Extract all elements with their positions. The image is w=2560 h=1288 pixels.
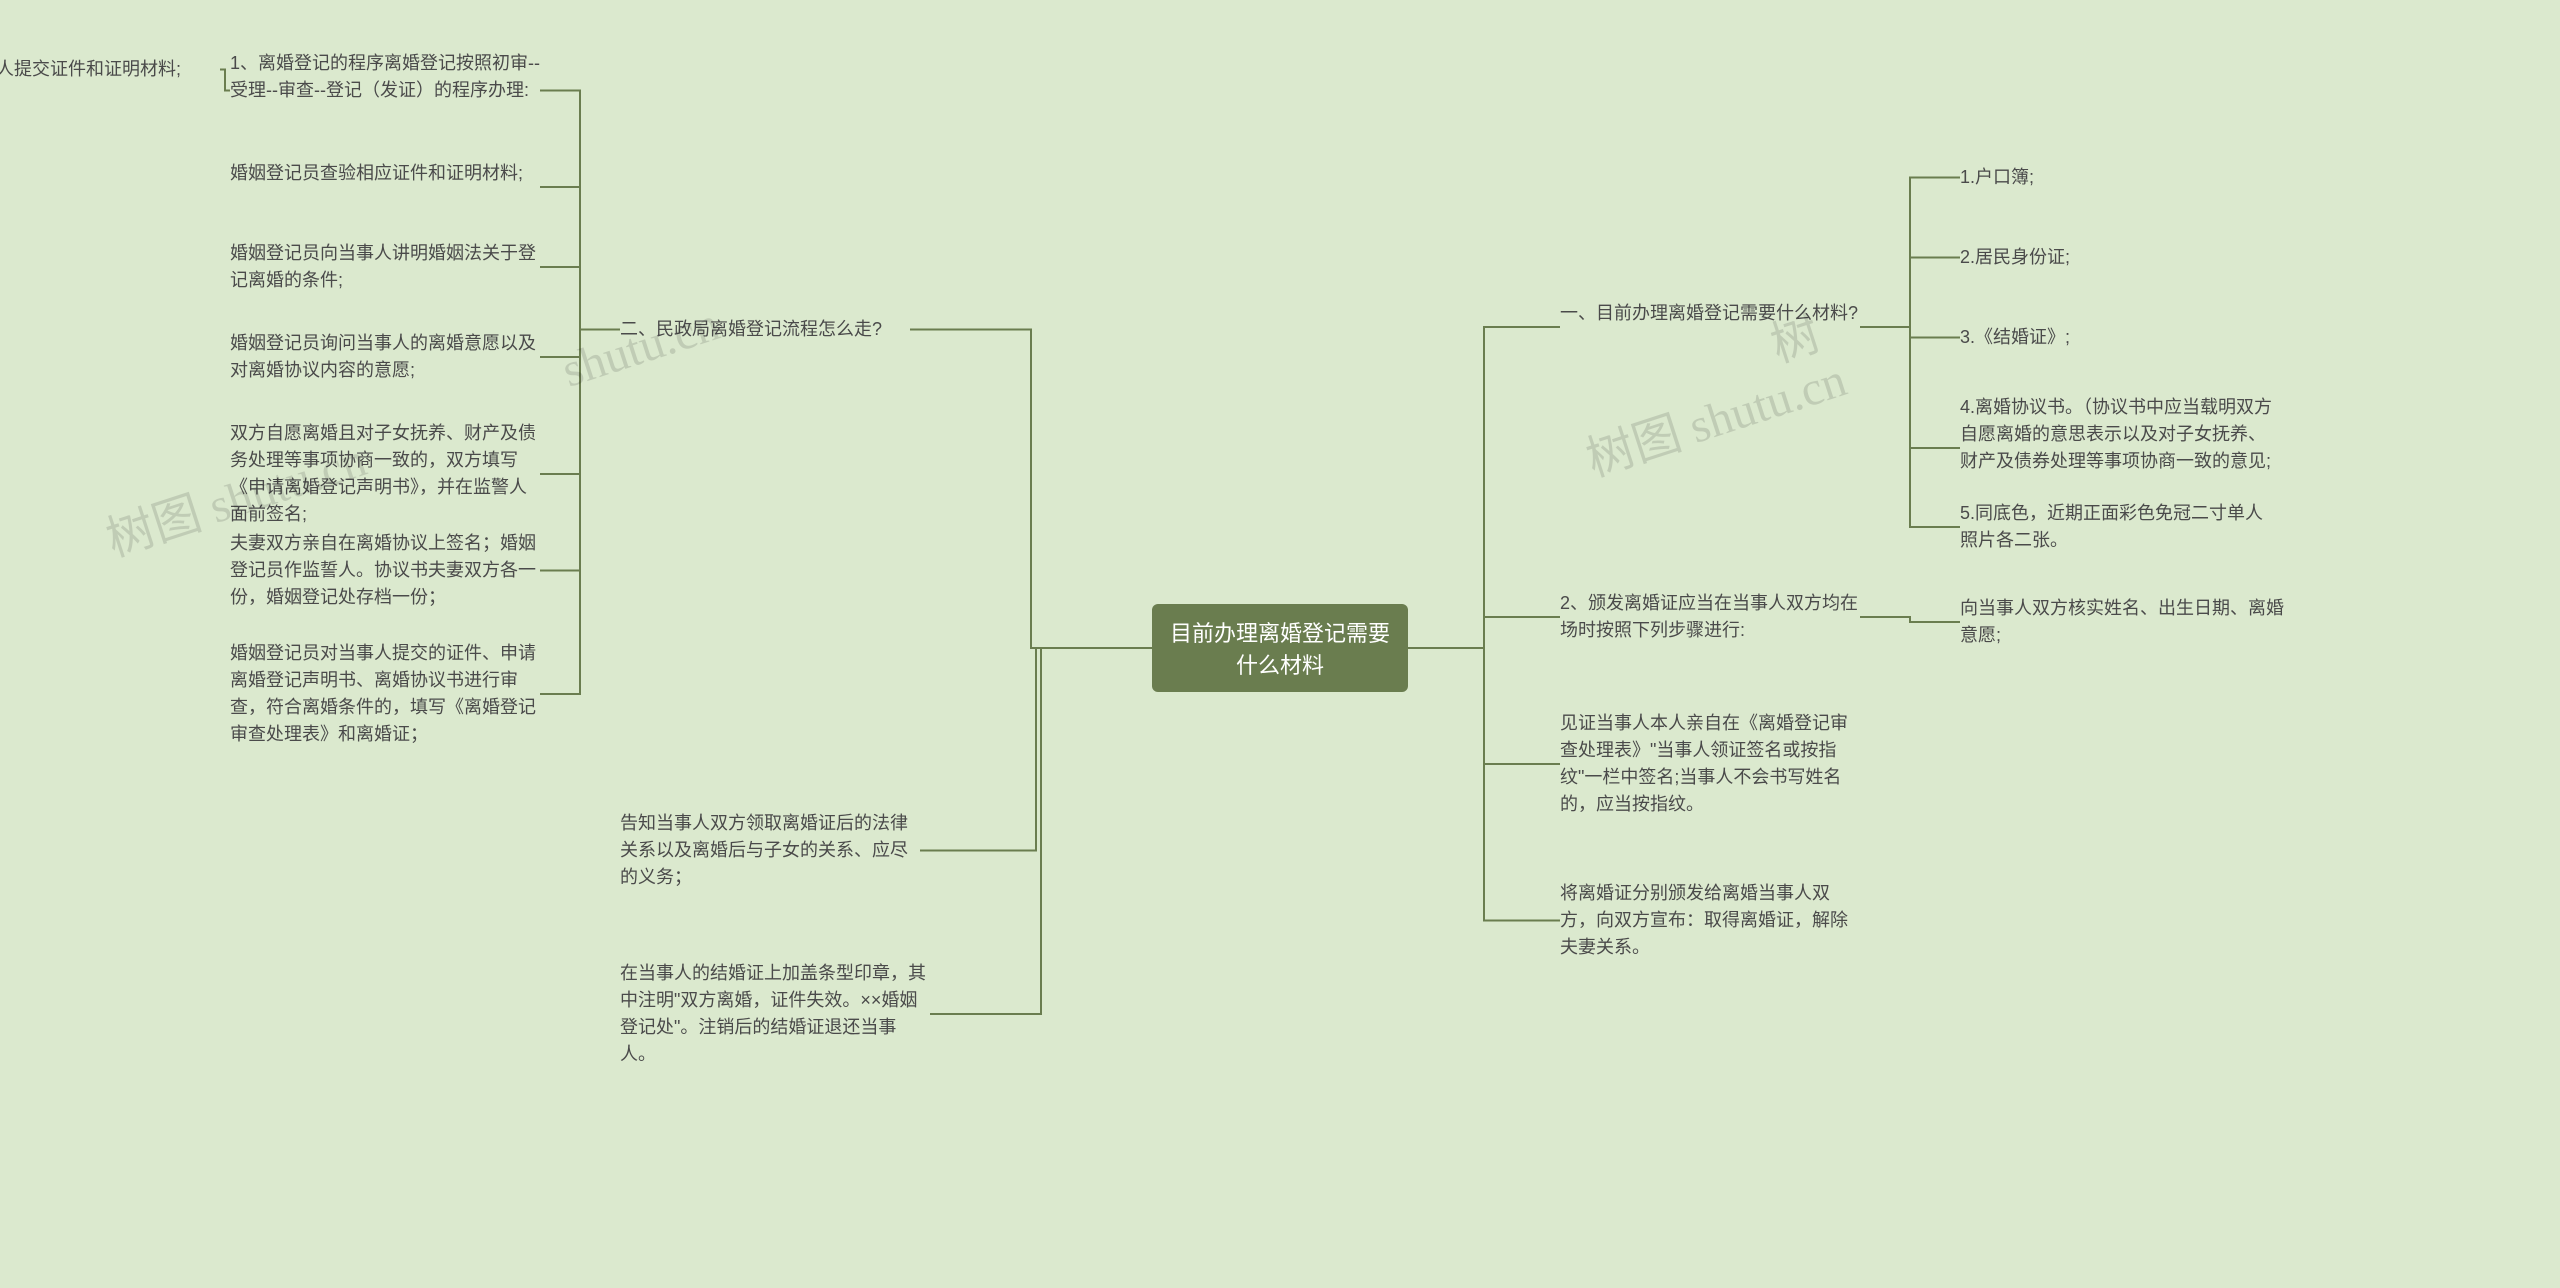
mindmap-node: 1、离婚登记的程序离婚登记按照初审--受理--审查--登记（发证）的程序办理: xyxy=(230,50,540,104)
mindmap-node: 2、颁发离婚证应当在当事人双方均在场时按照下列步骤进行: xyxy=(1560,590,1860,644)
mindmap-node: 当事人提交证件和证明材料; xyxy=(0,56,220,83)
mindmap-node: 4.离婚协议书。（协议书中应当载明双方自愿离婚的意思表示以及对子女抚养、财产及债… xyxy=(1960,394,2280,475)
mindmap-node: 二、民政局离婚登记流程怎么走? xyxy=(620,316,910,343)
mindmap-node: 2.居民身份证; xyxy=(1960,244,2260,271)
mindmap-node: 婚姻登记员向当事人讲明婚姻法关于登记离婚的条件; xyxy=(230,240,540,294)
mindmap-canvas: 目前办理离婚登记需要什么材料 一、目前办理离婚登记需要什么材料? 1.户口簿; 2.居… xyxy=(0,0,2560,1288)
mindmap-node: 告知当事人双方领取离婚证后的法律关系以及离婚后与子女的关系、应尽的义务； xyxy=(620,810,920,891)
mindmap-node: 夫妻双方亲自在离婚协议上签名；婚姻登记员作监誓人。协议书夫妻双方各一份，婚姻登记… xyxy=(230,530,540,611)
center-node: 目前办理离婚登记需要什么材料 xyxy=(1152,604,1408,692)
mindmap-node: 双方自愿离婚且对子女抚养、财产及债务处理等事项协商一致的，双方填写《申请离婚登记… xyxy=(230,420,540,528)
mindmap-node: 一、目前办理离婚登记需要什么材料? xyxy=(1560,300,1860,327)
mindmap-node: 婚姻登记员询问当事人的离婚意愿以及对离婚协议内容的意愿; xyxy=(230,330,540,384)
mindmap-node: 1.户口簿; xyxy=(1960,164,2260,191)
mindmap-node: 婚姻登记员查验相应证件和证明材料; xyxy=(230,160,540,187)
mindmap-node: 将离婚证分别颁发给离婚当事人双方，向双方宣布：取得离婚证，解除夫妻关系。 xyxy=(1560,880,1860,961)
mindmap-node: 5.同底色，近期正面彩色免冠二寸单人照片各二张。 xyxy=(1960,500,2280,554)
mindmap-node: 见证当事人本人亲自在《离婚登记审查处理表》"当事人领证签名或按指纹"一栏中签名;… xyxy=(1560,710,1860,818)
mindmap-node: 婚姻登记员对当事人提交的证件、申请离婚登记声明书、离婚协议书进行审查，符合离婚条… xyxy=(230,640,540,748)
mindmap-node: 3.《结婚证》; xyxy=(1960,324,2260,351)
mindmap-node: 向当事人双方核实姓名、出生日期、离婚意愿; xyxy=(1960,595,2300,649)
mindmap-node: 在当事人的结婚证上加盖条型印章，其中注明"双方离婚，证件失效。××婚姻登记处"。… xyxy=(620,960,930,1068)
